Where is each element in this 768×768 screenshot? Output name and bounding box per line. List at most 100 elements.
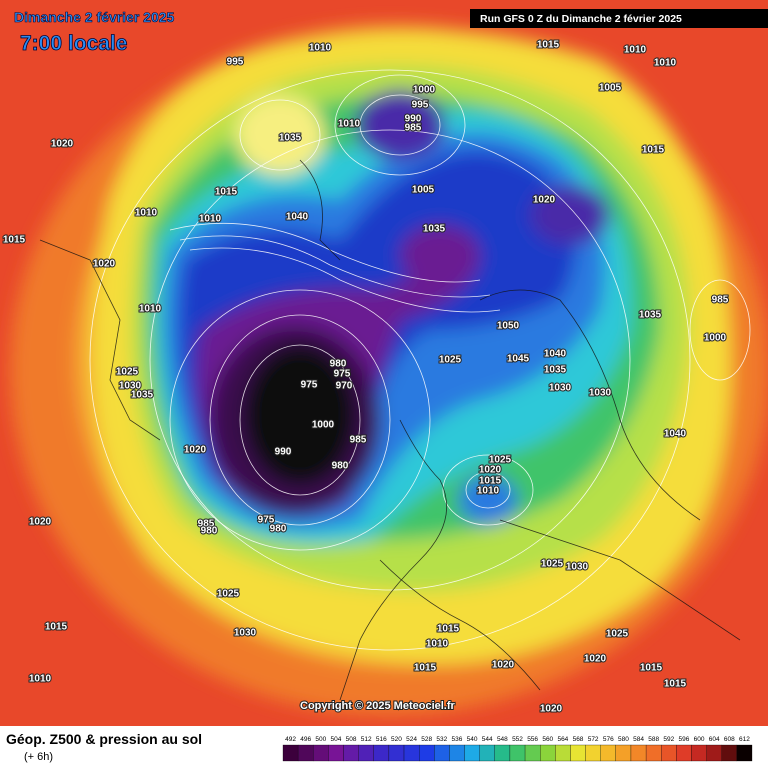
colorbar-label: 592 bbox=[663, 736, 674, 743]
isobar-label: 990 bbox=[405, 114, 422, 125]
isobar-label: 1010 bbox=[29, 674, 52, 685]
color-swatch bbox=[282, 744, 299, 762]
color-swatch bbox=[570, 744, 586, 762]
color-swatch bbox=[615, 744, 632, 762]
isobar-label: 1010 bbox=[135, 208, 158, 219]
colorbar-label: 540 bbox=[467, 736, 478, 743]
colorbar-label: 544 bbox=[482, 736, 493, 743]
colorbar-label: 536 bbox=[452, 736, 463, 743]
isobar-label: 1025 bbox=[217, 589, 240, 600]
isobar-label: 1010 bbox=[426, 639, 449, 650]
color-swatch bbox=[661, 744, 677, 762]
color-swatch bbox=[313, 744, 329, 762]
isobar-label: 1035 bbox=[544, 365, 567, 376]
isobar-label: 1015 bbox=[642, 145, 665, 156]
isobar-label: 1015 bbox=[3, 235, 26, 246]
colorbar-label: 504 bbox=[331, 736, 342, 743]
isobar-label: 1020 bbox=[584, 654, 607, 665]
color-swatch bbox=[706, 744, 722, 762]
colorbar-label: 528 bbox=[421, 736, 432, 743]
isobar-label: 1025 bbox=[439, 355, 462, 366]
colorbar-label: 608 bbox=[724, 736, 735, 743]
colorbar-label: 580 bbox=[618, 736, 629, 743]
isobar-label: 1030 bbox=[566, 562, 589, 573]
isobar-label: 1035 bbox=[131, 390, 154, 401]
colorbar-label: 564 bbox=[557, 736, 568, 743]
isobar-label: 1010 bbox=[624, 45, 647, 56]
isobar-label: 1025 bbox=[541, 559, 564, 570]
colorbar-label: 520 bbox=[391, 736, 402, 743]
isobar-label: 995 bbox=[227, 57, 244, 68]
isobar-label: 975 bbox=[301, 380, 318, 391]
colorbar-label: 612 bbox=[739, 736, 750, 743]
colorbar-label: 560 bbox=[542, 736, 553, 743]
isobar-label: 1010 bbox=[139, 304, 162, 315]
isobar-label: 1035 bbox=[639, 310, 662, 321]
color-swatch bbox=[464, 744, 480, 762]
isobar-label: 1020 bbox=[540, 704, 563, 715]
isobar-label: 1045 bbox=[507, 354, 530, 365]
coastlines bbox=[39, 159, 741, 701]
copyright: Copyright © 2025 Meteociel.fr bbox=[300, 700, 456, 712]
isobar-label: 1035 bbox=[423, 224, 446, 235]
color-swatch bbox=[691, 744, 707, 762]
isobars bbox=[89, 69, 751, 651]
isobar-label: 1040 bbox=[286, 212, 309, 223]
colorbar-label: 556 bbox=[527, 736, 538, 743]
run-info: Run GFS 0 Z du Dimanche 2 février 2025 bbox=[480, 13, 682, 25]
isobar-label: 1010 bbox=[338, 119, 361, 130]
colorbar-label: 596 bbox=[678, 736, 689, 743]
isobar-label: 985 bbox=[198, 519, 215, 530]
isobar-label: 1050 bbox=[497, 321, 520, 332]
isobar-label: 995 bbox=[412, 100, 429, 111]
colorbar-label: 508 bbox=[346, 736, 357, 743]
isobar-label: 975 bbox=[334, 369, 351, 380]
isobar-label: 1010 bbox=[654, 58, 677, 69]
isobar-label: 1015 bbox=[664, 679, 687, 690]
isobar-label: 1010 bbox=[309, 43, 332, 54]
isobar-label: 980 bbox=[201, 526, 218, 537]
colorbar-label: 496 bbox=[300, 736, 311, 743]
isobar-label: 1030 bbox=[119, 381, 142, 392]
isobar-label: 985 bbox=[350, 435, 367, 446]
isobar-label: 1040 bbox=[664, 429, 687, 440]
isobar-label: 1015 bbox=[640, 663, 663, 674]
isobar-label: 1015 bbox=[45, 622, 68, 633]
isobar-label: 1005 bbox=[599, 83, 622, 94]
isobar-label: 1005 bbox=[412, 185, 435, 196]
colorbar-label: 500 bbox=[315, 736, 326, 743]
color-swatch bbox=[373, 744, 390, 762]
isobar-label: 975 bbox=[258, 515, 275, 526]
map-field: 1010 1015 10101010100599510009959909851035… bbox=[0, 0, 768, 726]
colorbar-label: 600 bbox=[694, 736, 705, 743]
colorbar-label: 588 bbox=[648, 736, 659, 743]
isobar-label: 985 bbox=[712, 295, 729, 306]
colorbar-label: 532 bbox=[436, 736, 447, 743]
color-swatch bbox=[449, 744, 465, 762]
color-swatch bbox=[645, 744, 662, 762]
color-swatch bbox=[328, 744, 344, 762]
isobar-label: 1015 bbox=[479, 476, 502, 487]
colorbar-label: 584 bbox=[633, 736, 644, 743]
isobar-label: 1020 bbox=[533, 195, 556, 206]
isobar-labels: 1010 1015 10101010100599510009959909851035… bbox=[2, 39, 730, 716]
colorbar-label: 492 bbox=[285, 736, 296, 743]
isobar-label: 1020 bbox=[29, 517, 52, 528]
isobar-label: 1025 bbox=[489, 455, 512, 466]
colorbar-label: 572 bbox=[588, 736, 599, 743]
colorbar-label: 604 bbox=[709, 736, 720, 743]
color-swatch bbox=[479, 744, 495, 762]
color-swatch bbox=[343, 744, 359, 762]
color-swatch bbox=[540, 744, 556, 762]
map-time: 7:00 locale bbox=[20, 32, 127, 55]
color-swatch bbox=[388, 744, 405, 762]
color-swatch bbox=[509, 744, 526, 762]
isobar-label: 1015 bbox=[414, 663, 437, 674]
color-swatch bbox=[555, 744, 571, 762]
colorbar: 492 496 500 504 508 512 516 520 524 528 532 536 540 5… bbox=[282, 736, 753, 762]
isobar-label: 985 bbox=[405, 123, 422, 134]
color-swatch bbox=[434, 744, 450, 762]
color-swatch bbox=[403, 744, 420, 762]
isobar-label: 1010 bbox=[477, 486, 500, 497]
